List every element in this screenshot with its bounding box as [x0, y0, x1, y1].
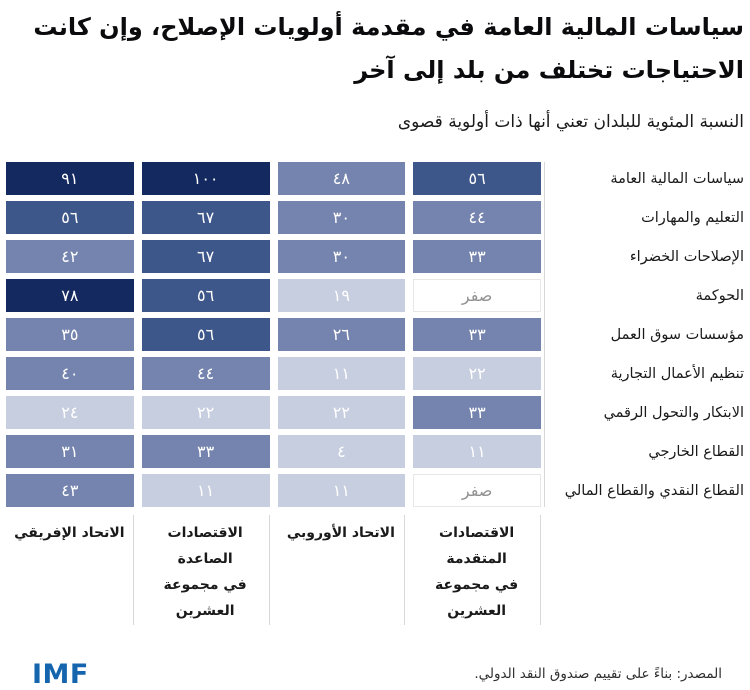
row-label: التعليم والمهارات	[641, 209, 744, 226]
column-header: الاقتصادات الصاعدة في مجموعة العشرين	[142, 515, 270, 625]
heatmap-cell: ٤٤	[413, 201, 541, 235]
heatmap-cell: ٢٤	[6, 396, 134, 430]
heatmap: سياسات المالية العامة ٥٦ ٤٨ ١٠٠ ٩١ التعليم وا…	[6, 162, 744, 625]
heatmap-rows: سياسات المالية العامة ٥٦ ٤٨ ١٠٠ ٩١ التعليم وا…	[6, 162, 744, 508]
heatmap-cell: ٢٢	[277, 396, 406, 430]
heatmap-cell: ١٠٠	[141, 162, 270, 196]
row-label: القطاع الخارجي	[648, 443, 744, 460]
heatmap-cell: ٣٠	[277, 240, 406, 274]
heatmap-cell: ٢٢	[141, 396, 270, 430]
heatmap-cell: ٤٠	[6, 357, 134, 391]
column-header: الاقتصادات المتقدمة في مجموعة العشرين	[413, 515, 541, 625]
axis-corner-spacer	[549, 515, 744, 625]
row-label: تنظيم الأعمال التجارية	[610, 365, 744, 382]
row-label: الحوكمة	[695, 287, 744, 304]
heatmap-cell: ٥٦	[141, 318, 270, 352]
heatmap-cell: ١١	[277, 474, 406, 508]
heatmap-cell: ٢٢	[413, 357, 541, 391]
column-header-line: الاقتصادات المتقدمة	[439, 525, 515, 568]
row-label: مؤسسات سوق العمل	[610, 326, 744, 343]
heatmap-cell: ٩١	[6, 162, 134, 196]
heatmap-cell: ١٩	[277, 279, 406, 313]
row-label: الإصلاحات الخضراء	[629, 248, 744, 265]
heatmap-cell: ١١	[141, 474, 270, 508]
row-label: الابتكار والتحول الرقمي	[603, 404, 744, 421]
heatmap-cell: ٥٦	[6, 201, 134, 235]
column-header-line: الاتحاد الأوروبي	[286, 525, 395, 542]
chart-title: سياسات المالية العامة في مقدمة أولويات ا…	[33, 13, 744, 85]
heatmap-cell: ٦٧	[141, 201, 270, 235]
row-label: سياسات المالية العامة	[610, 170, 744, 187]
heatmap-cell: ٣٣	[141, 435, 270, 469]
heatmap-cell: ٥٦	[141, 279, 270, 313]
row-label: القطاع النقدي والقطاع المالي	[564, 482, 744, 499]
column-header-line: الاتحاد الإفريقي	[14, 525, 125, 542]
heatmap-cell: ٦٧	[141, 240, 270, 274]
heatmap-cell: ٤٤	[141, 357, 270, 391]
source-note: المصدر: بناءً على تقييم صندوق النقد الدو…	[474, 666, 722, 683]
heatmap-cell: ٣٣	[413, 396, 541, 430]
heatmap-cell: ٣٠	[277, 201, 406, 235]
heatmap-cell: ٣٥	[6, 318, 134, 352]
heatmap-cell: ٤٣	[6, 474, 134, 508]
heatmap-cell: ٤٨	[277, 162, 406, 196]
column-header-line: في مجموعة العشرين	[163, 577, 247, 620]
heatmap-cell: ٣١	[6, 435, 134, 469]
heatmap-cell: ٢٦	[277, 318, 406, 352]
column-header-line: في مجموعة العشرين	[435, 577, 519, 620]
heatmap-cell: صفر	[413, 474, 541, 508]
heatmap-cell: ١١	[413, 435, 541, 469]
heatmap-cell: ٣٣	[413, 318, 541, 352]
category-axis-line	[544, 162, 545, 508]
heatmap-cell: صفر	[413, 279, 541, 313]
column-header-line: الاقتصادات الصاعدة	[167, 525, 243, 568]
chart-subtitle: النسبة المئوية للبلدان تعني أنها ذات أول…	[397, 112, 744, 133]
heatmap-cell: ١١	[277, 357, 406, 391]
heatmap-cell: ٤٢	[6, 240, 134, 274]
column-headers: الاقتصادات المتقدمة في مجموعة العشرين الات…	[6, 515, 744, 625]
column-header: الاتحاد الإفريقي	[6, 515, 134, 625]
heatmap-cell: ٤	[277, 435, 406, 469]
column-header: الاتحاد الأوروبي	[278, 515, 406, 625]
heatmap-cell: ٥٦	[413, 162, 541, 196]
heatmap-cell: ٧٨	[6, 279, 134, 313]
heatmap-cell: ٣٣	[413, 240, 541, 274]
